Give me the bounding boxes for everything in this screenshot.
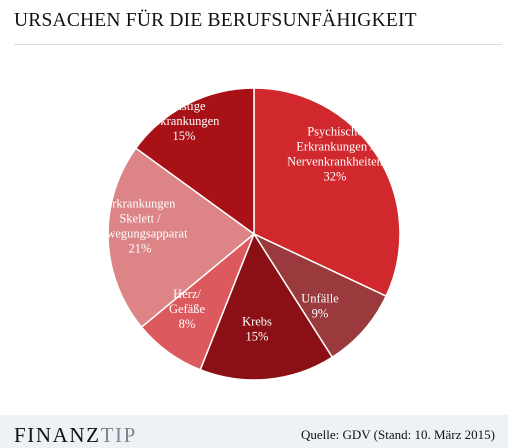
footer: FINANZTIP Quelle: GDV (Stand: 10. März 2… (0, 415, 508, 448)
pie-chart: Psychische Erkrankungen / Nervenkrankheite… (92, 87, 401, 381)
pie-slice-label: Psychische Erkrankungen / Nervenkrankheite… (287, 125, 384, 184)
pie-slice (251, 232, 388, 359)
source-note: Quelle: GDV (Stand: 10. März 2015) (300, 427, 495, 442)
pie-slice-label: Krebs 15% (242, 315, 272, 344)
chart-area: Psychische Erkrankungen / Nervenkrankheite… (14, 44, 502, 417)
pie-slice-label: Sonstige Erkrankungen 15% (149, 99, 221, 143)
brand-logo-part2: TIP (100, 423, 137, 447)
pie-slice (253, 87, 401, 298)
chart-title: URSACHEN FÜR DIE BERUFSUNFÄHIGKEIT (14, 10, 417, 31)
pie-slice (199, 232, 334, 381)
pie-slice (134, 87, 255, 236)
pie-slice-label: Unfälle 9% (301, 292, 339, 321)
brand-logo: FINANZTIP (14, 423, 137, 448)
pie-slice-label: Herz/Gefäße 8% (169, 287, 206, 331)
brand-logo-part1: FINANZ (14, 423, 101, 447)
pie-slice (107, 147, 256, 329)
pie-slice-label: Erkrankungen Skelett / Bewegungsapparat 21% (92, 197, 188, 256)
